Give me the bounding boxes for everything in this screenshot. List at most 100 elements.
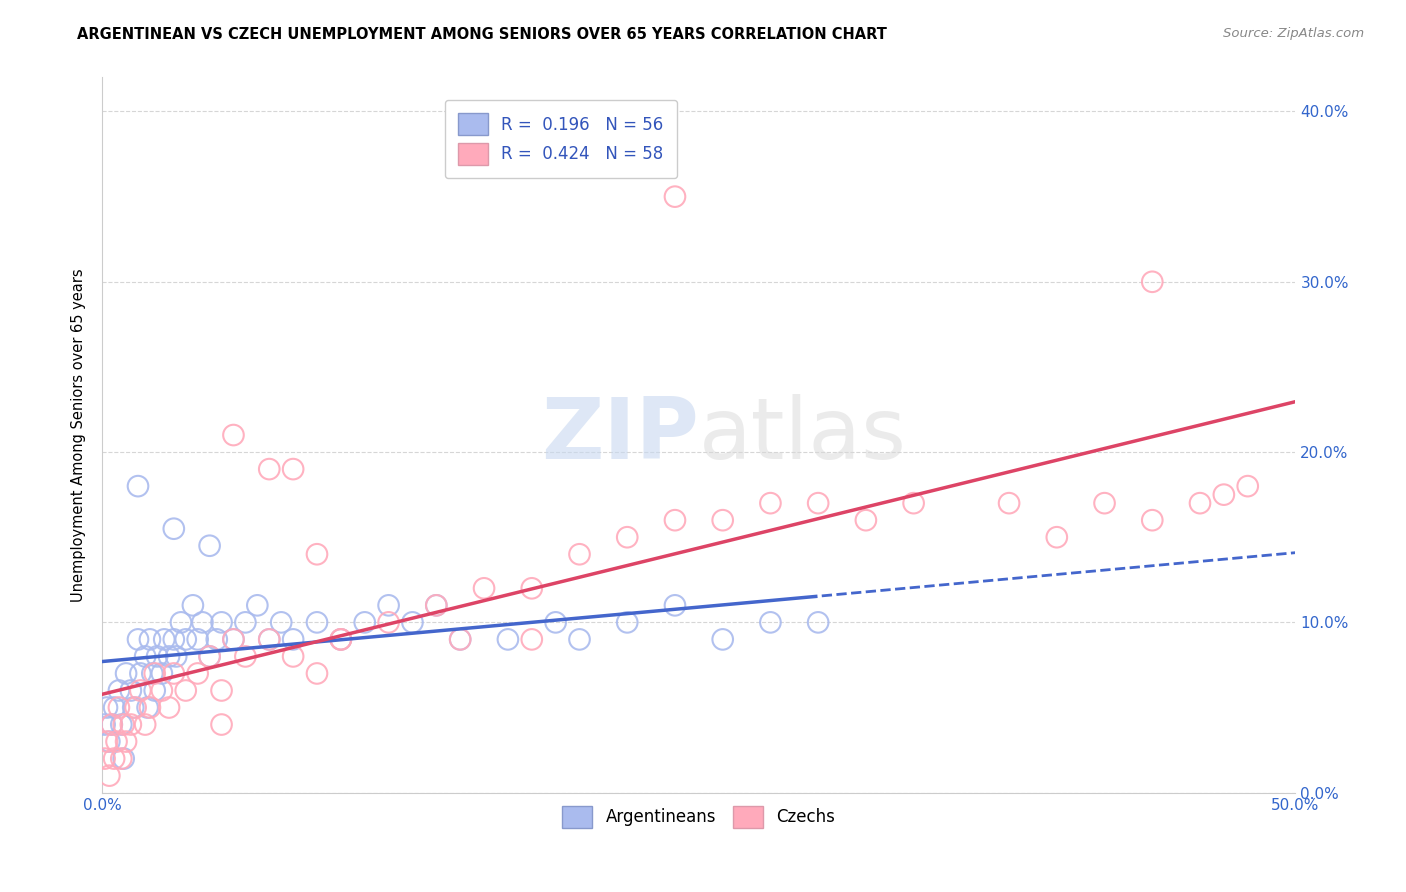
Point [222,632,245,647]
Point [1142,513,1164,527]
Point [100,717,122,731]
Point [222,428,245,442]
Point [187,666,209,681]
Point [115,734,138,748]
Text: ARGENTINEAN VS CZECH UNEMPLOYMENT AMONG SENIORS OVER 65 YEARS CORRELATION CHART: ARGENTINEAN VS CZECH UNEMPLOYMENT AMONG … [77,27,887,42]
Point [259,462,281,476]
Point [1142,275,1164,289]
Point [544,615,567,630]
Point [664,189,686,203]
Point [472,582,495,596]
Point [174,683,197,698]
Point [120,717,142,731]
Point [616,530,638,544]
Point [108,700,131,714]
Point [112,751,135,765]
Point [281,649,304,664]
Point [96,700,118,714]
Point [305,666,328,681]
Point [122,700,145,714]
Point [146,649,169,664]
Point [305,615,328,630]
Point [127,632,149,647]
Point [759,615,782,630]
Point [181,599,204,613]
Point [222,632,245,647]
Point [141,666,163,681]
Point [1212,488,1234,502]
Point [150,683,173,698]
Point [664,599,686,613]
Point [211,683,233,698]
Point [108,683,131,698]
Point [329,632,352,647]
Point [187,632,209,647]
Point [281,632,304,647]
Point [235,649,257,664]
Text: Source: ZipAtlas.com: Source: ZipAtlas.com [1223,27,1364,40]
Point [1094,496,1116,510]
Point [281,462,304,476]
Point [270,615,292,630]
Point [198,649,221,664]
Point [143,683,166,698]
Point [100,717,122,731]
Point [377,599,399,613]
Point [163,666,186,681]
Point [235,615,257,630]
Point [1188,496,1211,510]
Point [136,700,159,714]
Point [711,513,734,527]
Point [93,751,115,765]
Point [127,479,149,493]
Point [134,649,156,664]
Point [112,717,135,731]
Point [759,496,782,510]
Point [568,632,591,647]
Point [425,599,447,613]
Point [115,666,138,681]
Y-axis label: Unemployment Among Seniors over 65 years: Unemployment Among Seniors over 65 years [72,268,86,602]
Point [1046,530,1069,544]
Point [110,717,132,731]
Point [93,717,115,731]
Point [353,615,375,630]
Point [568,547,591,561]
Point [103,700,125,714]
Point [157,700,180,714]
Point [129,683,152,698]
Point [903,496,925,510]
Point [129,666,152,681]
Point [139,632,162,647]
Legend: Argentineans, Czechs: Argentineans, Czechs [555,799,842,834]
Point [998,496,1021,510]
Point [124,700,146,714]
Point [105,734,128,748]
Point [205,632,228,647]
Point [163,632,186,647]
Point [98,769,121,783]
Point [1236,479,1258,493]
Point [377,615,399,630]
Point [110,751,132,765]
Point [711,632,734,647]
Point [120,683,142,698]
Point [163,522,186,536]
Point [329,632,352,647]
Text: ZIP: ZIP [541,393,699,476]
Point [157,649,180,664]
Point [139,700,162,714]
Point [211,615,233,630]
Point [153,632,176,647]
Point [664,513,686,527]
Point [855,513,877,527]
Point [150,666,173,681]
Point [496,632,519,647]
Point [259,632,281,647]
Point [305,547,328,561]
Point [191,615,214,630]
Point [198,649,221,664]
Point [520,632,543,647]
Point [520,582,543,596]
Point [259,632,281,647]
